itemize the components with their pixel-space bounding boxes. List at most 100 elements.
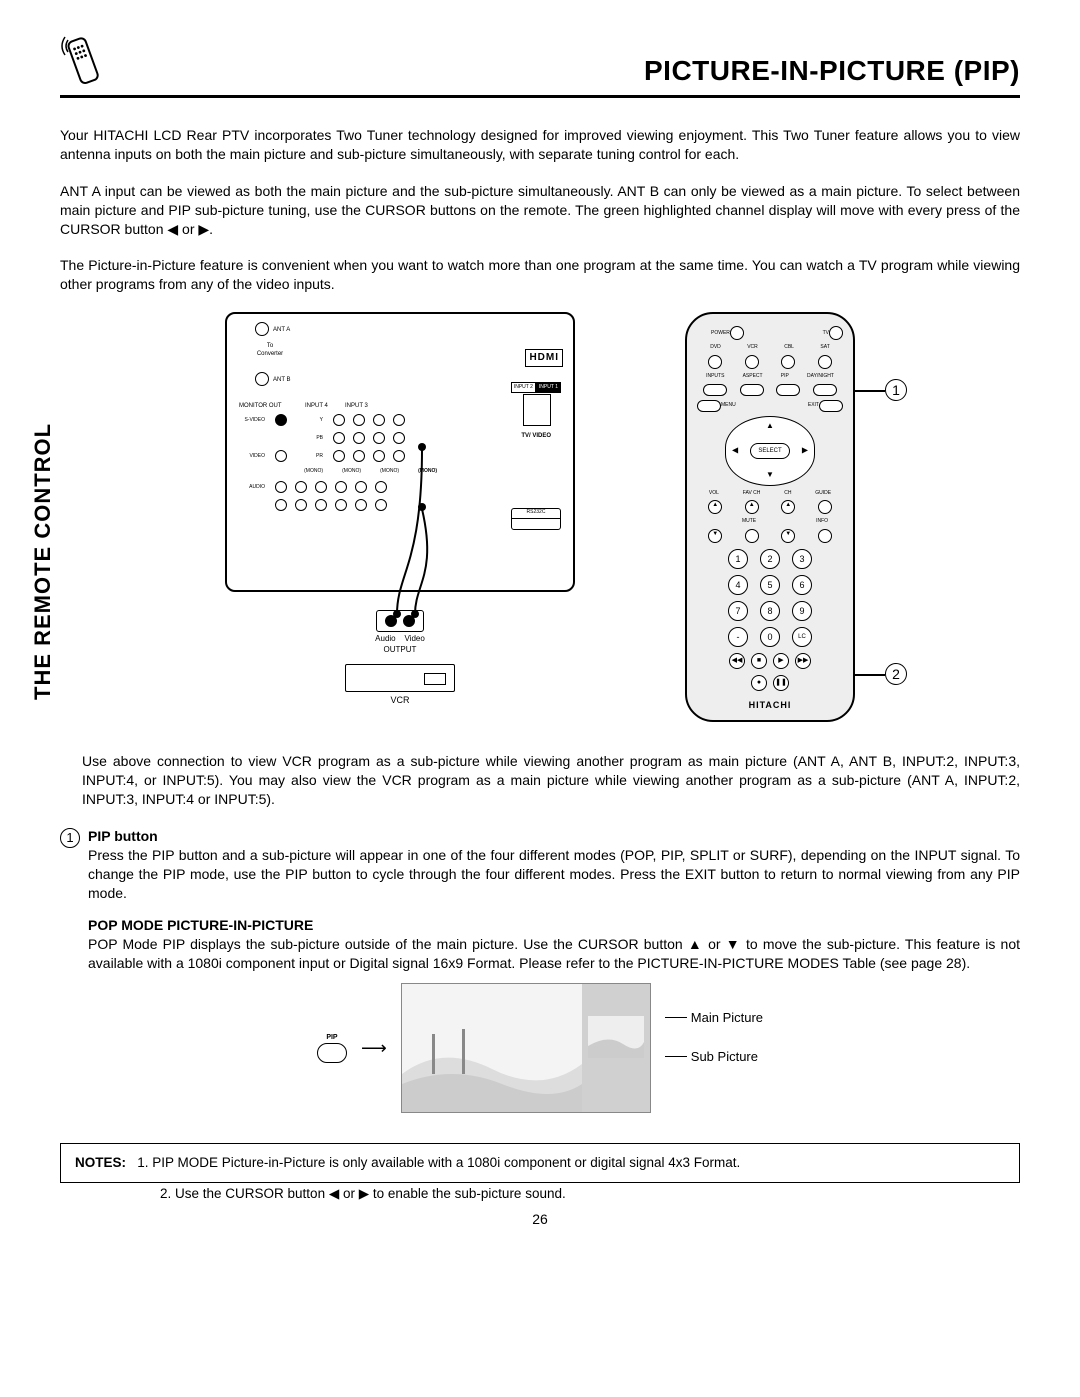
pip-demo-button[interactable] [317,1043,347,1063]
num-8-button[interactable]: 8 [760,601,780,621]
stop-button[interactable]: ■ [751,653,767,669]
rewind-button[interactable]: ◀◀ [729,653,745,669]
intro-para-3: The Picture-in-Picture feature is conven… [60,256,1020,294]
dvd-label: DVD [710,344,721,351]
vol-label: VOL [709,490,719,497]
vcr-jacks [376,610,424,632]
transport-row-1: ◀◀■▶▶▶ [697,653,843,669]
rear-panel-group: ANT A To Converter ANT B HDMI INPUT 2 IN… [225,312,575,706]
remote-icon [60,30,110,90]
num-2-button[interactable]: 2 [760,549,780,569]
ffwd-button[interactable]: ▶▶ [795,653,811,669]
note-2: 2. Use the CURSOR button ◀ or ▶ to enabl… [160,1185,1020,1203]
vol-up-button[interactable]: ▲ [708,500,722,514]
menu-button[interactable] [697,400,721,412]
num-1-button[interactable]: 1 [728,549,748,569]
power-label: POWER [711,330,730,337]
pop-text: POP Mode PIP displays the sub-picture ou… [88,935,1020,973]
mono2-label: (MONO) [333,468,363,475]
rs232-port: RS232C [511,508,561,530]
pip-title: PIP button [88,827,1020,846]
vcr-button[interactable] [745,355,759,369]
guide-label: GUIDE [815,490,831,497]
num-0-button[interactable]: 0 [760,627,780,647]
vol-down-button[interactable]: ▼ [708,529,722,543]
tv-button[interactable] [829,326,843,340]
aspect-label: ASPECT [743,373,763,380]
pip-label: PIP [781,373,789,380]
to-converter-label: To Converter [255,342,285,358]
dash-button[interactable]: - [728,627,748,647]
connection-para: Use above connection to view VCR program… [82,752,1020,809]
ch-down-button[interactable]: ▼ [781,529,795,543]
inputs-button[interactable] [703,384,727,396]
monitor-out-label: MONITOR OUT [239,402,282,410]
main-picture-label: Main Picture [691,1009,763,1027]
up-arrow-icon[interactable]: ▲ [766,421,774,432]
menu-label: MENU [721,402,736,409]
exit-label: EXIT [808,402,819,409]
power-button[interactable] [730,326,744,340]
num-7-button[interactable]: 7 [728,601,748,621]
remote-wrap: POWERTV DVDVCRCBLSAT INPUTSASPECTPIPDAY/… [685,312,855,722]
pip-button[interactable] [776,384,800,396]
dvd-button[interactable] [708,355,722,369]
hdmi-logo: HDMI [525,349,563,367]
left-arrow-icon[interactable]: ◀ [732,445,738,456]
callout-2-line [855,674,885,676]
intro-para-1: Your HITACHI LCD Rear PTV incorporates T… [60,126,1020,164]
select-button[interactable]: SELECT [750,443,790,459]
sat-button[interactable] [818,355,832,369]
num-9-button[interactable]: 9 [792,601,812,621]
tv-sub-picture [588,1016,644,1058]
notes-label: NOTES: [75,1155,126,1170]
rs232-label: RS232C [527,509,546,515]
mute-label: MUTE [742,518,756,525]
record-button[interactable]: ● [751,675,767,691]
input1-box: INPUT 1 [536,382,561,393]
num-5-button[interactable]: 5 [760,575,780,595]
dpad[interactable]: ▲ ▼ ◀ ▶ SELECT [725,416,815,486]
cbl-button[interactable] [781,355,795,369]
pop-title: POP MODE PICTURE-IN-PICTURE [88,916,1020,935]
transport-row-2: ● ❚❚ [697,675,843,691]
tv-labels: Main Picture Sub Picture [665,1009,763,1088]
pop-feature: POP MODE PICTURE-IN-PICTURE POP Mode PIP… [88,916,1020,973]
right-arrow-icon[interactable]: ▶ [802,445,808,456]
exit-button[interactable] [819,400,843,412]
favch-up-button[interactable]: ▲ [745,500,759,514]
num-4-button[interactable]: 4 [728,575,748,595]
info-button[interactable] [818,529,832,543]
vcr-group: Audio Video OUTPUT VCR [225,610,575,706]
audio-label: AUDIO [237,484,267,491]
jack-grid: S-VIDEOY PB VIDEOPR (MONO)(MONO)(MONO)(M… [237,414,439,517]
lc-button[interactable]: LC [792,627,812,647]
sub-picture-label: Sub Picture [691,1048,758,1066]
ch-up-button[interactable]: ▲ [781,500,795,514]
down-arrow-icon[interactable]: ▼ [766,470,774,481]
num-3-button[interactable]: 3 [792,549,812,569]
intro-para-2: ANT A input can be viewed as both the ma… [60,182,1020,239]
mono4-label: (MONO) [409,468,439,475]
ant-a-jack [255,322,269,336]
play-button[interactable]: ▶ [773,653,789,669]
daynight-button[interactable] [813,384,837,396]
remote-diagram: POWERTV DVDVCRCBLSAT INPUTSASPECTPIPDAY/… [685,312,855,722]
pip-feature: 1 PIP button Press the PIP button and a … [60,827,1020,903]
ch-label: CH [784,490,791,497]
vcr-video-label: Video [405,634,425,643]
pip-demo: PIP ⟶ Main Picture Sub Picture [60,983,1020,1113]
input-boxes: INPUT 2 INPUT 1 [511,382,561,393]
guide-button[interactable] [818,500,832,514]
aspect-button[interactable] [740,384,764,396]
sat-label: SAT [820,344,829,351]
vcr-jack-labels: Audio Video OUTPUT [225,634,575,656]
vcr-label: VCR [747,344,758,351]
pb-label: PB [295,435,325,442]
mute-button[interactable] [745,529,759,543]
tv-demo-frame [401,983,651,1113]
num-6-button[interactable]: 6 [792,575,812,595]
mono1-label: (MONO) [295,468,325,475]
pause-button[interactable]: ❚❚ [773,675,789,691]
landscape-icon [402,984,582,1113]
